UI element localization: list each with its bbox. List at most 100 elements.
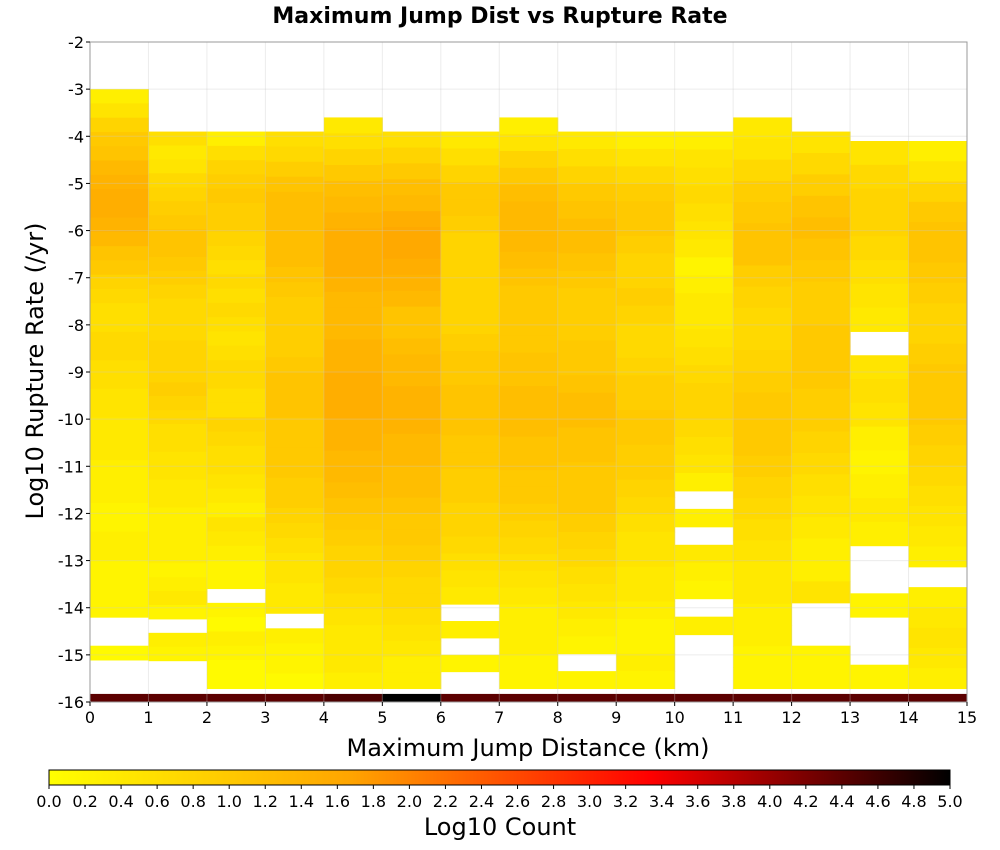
- colorbar-tick-label: 4.8: [901, 792, 926, 811]
- heatmap-cell: [908, 364, 968, 385]
- heatmap-cell: [499, 503, 559, 522]
- heatmap-cell: [323, 466, 383, 483]
- heatmap-cell: [499, 520, 559, 538]
- heatmap-cell: [382, 433, 442, 451]
- x-tick-label: 11: [723, 708, 743, 727]
- heatmap-cell: [323, 561, 383, 578]
- y-tick-label: -12: [58, 504, 84, 523]
- heatmap-cell: [382, 481, 442, 499]
- heatmap-cell: [382, 338, 442, 355]
- heatmap-cell: [206, 288, 266, 304]
- heatmap-cell: [90, 160, 149, 176]
- heatmap-cell: [382, 179, 442, 196]
- heatmap-cell: [206, 417, 266, 432]
- heatmap-cell: [674, 437, 734, 456]
- heatmap-cell: [850, 664, 910, 690]
- heatmap-cell: [90, 693, 149, 702]
- heatmap-cells: [90, 89, 968, 702]
- heatmap-cell: [206, 260, 266, 275]
- x-tick-label: 7: [494, 708, 504, 727]
- heatmap-cell: [850, 164, 910, 190]
- heatmap-cell: [733, 244, 793, 266]
- heatmap-cell: [616, 427, 676, 446]
- heatmap-cell: [323, 418, 383, 436]
- colorbar-tick-label: 3.6: [685, 792, 710, 811]
- heatmap-cell: [908, 506, 968, 527]
- heatmap-cell: [616, 148, 676, 167]
- heatmap-cell: [908, 181, 968, 203]
- heatmap-cell: [323, 514, 383, 531]
- heatmap-cell: [148, 326, 208, 341]
- heatmap-cell: [323, 693, 383, 702]
- heatmap-cell: [148, 215, 208, 230]
- heatmap-cell: [382, 386, 442, 403]
- heatmap-cell: [206, 545, 266, 561]
- heatmap-cell: [908, 404, 968, 426]
- heatmap-cell: [265, 191, 325, 208]
- heatmap-cell: [323, 196, 383, 214]
- heatmap-cell: [382, 593, 442, 610]
- heatmap-cell: [733, 307, 793, 330]
- y-tick-label: -7: [68, 269, 84, 288]
- heatmap-cell: [908, 282, 968, 304]
- heatmap-cell: [440, 486, 500, 504]
- heatmap-cell: [90, 231, 149, 247]
- x-tick-label: 5: [377, 708, 387, 727]
- heatmap-cell: [499, 604, 559, 622]
- heatmap-cell: [206, 131, 266, 147]
- heatmap-cell: [499, 419, 559, 438]
- heatmap-cell: [616, 636, 676, 655]
- heatmap-cell: [674, 693, 734, 702]
- heatmap-cell: [908, 303, 968, 325]
- x-tick-label: 15: [957, 708, 977, 727]
- heatmap-cell: [440, 317, 500, 335]
- heatmap-cell: [499, 352, 559, 370]
- heatmap-cell: [90, 346, 149, 361]
- heatmap-cell: [616, 671, 676, 690]
- heatmap-cell: [499, 621, 559, 639]
- heatmap-cell: [791, 538, 851, 561]
- heatmap-cell: [148, 521, 208, 536]
- heatmap-cell: [733, 582, 793, 605]
- heatmap-cell: [148, 493, 208, 509]
- heatmap-cell: [265, 658, 325, 674]
- heatmap-cell: [90, 89, 149, 104]
- heatmap-cell: [908, 424, 968, 446]
- heatmap-cell: [557, 166, 617, 185]
- colorbar-tick-label: 0.0: [36, 792, 61, 811]
- heatmap-cell: [206, 245, 266, 261]
- heatmap-cell: [850, 450, 910, 475]
- heatmap-cell: [382, 354, 442, 371]
- x-tick-label: 0: [85, 708, 95, 727]
- heatmap-cell: [440, 654, 500, 673]
- colorbar-tick-label: 1.8: [361, 792, 386, 811]
- heatmap-cell: [382, 227, 442, 244]
- heatmap-cell: [323, 402, 383, 420]
- heatmap-cell: [791, 131, 851, 154]
- heatmap-cell: [382, 131, 442, 148]
- heatmap-cell: [499, 251, 559, 270]
- heatmap-cell: [382, 274, 442, 292]
- heatmap-cell: [499, 587, 559, 606]
- y-tick-label: -15: [58, 646, 84, 665]
- heatmap-cell: [382, 672, 442, 690]
- heatmap-cell: [616, 270, 676, 289]
- heatmap-cell: [791, 581, 851, 604]
- x-tick-label: 8: [553, 708, 563, 727]
- heatmap-cell: [557, 427, 617, 446]
- x-tick-label: 12: [781, 708, 801, 727]
- heatmap-cell: [440, 519, 500, 538]
- heatmap-cell: [733, 350, 793, 372]
- heatmap-cell: [499, 638, 559, 656]
- colorbar-tick-label: 1.0: [216, 792, 241, 811]
- heatmap-cell: [206, 217, 266, 233]
- heatmap-cell: [382, 322, 442, 339]
- heatmap-cell: [440, 401, 500, 419]
- heatmap-cell: [499, 117, 559, 135]
- heatmap-cell: [557, 323, 617, 341]
- heatmap-cell: [908, 242, 968, 264]
- heatmap-cell: [791, 345, 851, 368]
- heatmap-cell: [908, 587, 968, 608]
- heatmap-cell: [382, 656, 442, 674]
- heatmap-cell: [206, 645, 266, 661]
